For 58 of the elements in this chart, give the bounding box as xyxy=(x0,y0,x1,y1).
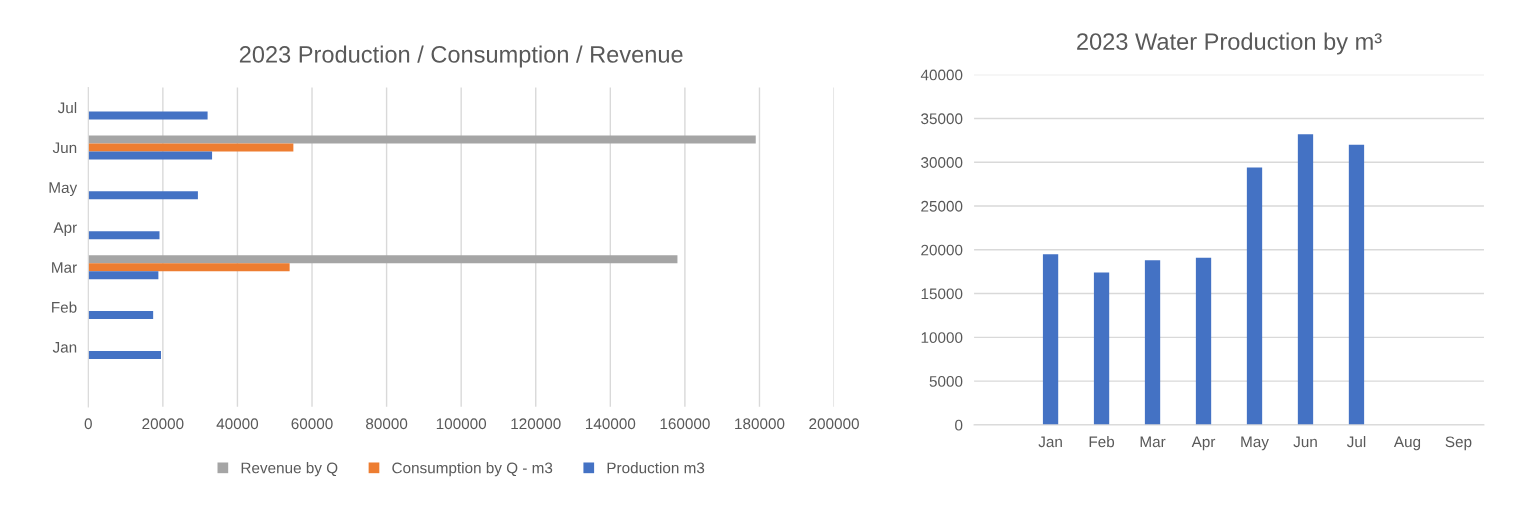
x-tick-label: Mar xyxy=(1140,436,1166,448)
x-tick-label: 140000 xyxy=(586,418,636,430)
bar xyxy=(1042,254,1059,425)
bar xyxy=(1093,272,1110,425)
bar xyxy=(88,231,160,240)
x-tick-label: 0 xyxy=(84,418,92,430)
bar xyxy=(88,143,294,152)
bar xyxy=(88,191,198,200)
x-tick-label: Jan xyxy=(1038,436,1062,448)
bar xyxy=(1297,134,1314,425)
x-tick-label: Apr xyxy=(1191,436,1216,451)
bar xyxy=(88,151,213,160)
y-tick-label: Jul xyxy=(57,101,77,114)
x-tick-label: 160000 xyxy=(660,418,710,430)
y-tick-label: Mar xyxy=(52,262,77,273)
bar xyxy=(88,350,161,359)
y-tick-label: May xyxy=(49,182,78,197)
x-tick-label: 120000 xyxy=(511,418,561,430)
bar xyxy=(88,311,154,320)
bar xyxy=(88,111,208,120)
x-tick-label: Sep xyxy=(1445,436,1472,451)
y-tick-label: 30000 xyxy=(921,157,963,168)
y-tick-label: Jun xyxy=(52,142,77,154)
x-tick-label: 80000 xyxy=(366,418,408,430)
bar xyxy=(1348,144,1365,425)
x-tick-label: 20000 xyxy=(142,418,184,430)
bar xyxy=(1246,167,1263,425)
y-tick-label: 20000 xyxy=(921,244,963,256)
bar xyxy=(88,255,678,264)
x-tick-label: May xyxy=(1241,436,1269,451)
bar xyxy=(1144,260,1161,425)
x-tick-label: 40000 xyxy=(216,418,259,430)
chart-title: 2023 Water Production by m³ xyxy=(1077,32,1382,55)
x-tick-label: 60000 xyxy=(291,418,333,430)
y-tick-label: 40000 xyxy=(920,69,963,81)
y-tick-label: Feb xyxy=(52,301,77,313)
bar xyxy=(88,271,159,280)
bar xyxy=(88,135,756,144)
legend-label: Consumption by Q - m3 xyxy=(392,462,553,477)
y-tick-label: 25000 xyxy=(921,200,963,212)
y-tick-label: 10000 xyxy=(921,332,963,344)
y-tick-label: 5000 xyxy=(929,375,963,387)
legend-label: Revenue by Q xyxy=(241,462,338,477)
x-tick-label: Feb xyxy=(1089,435,1115,448)
y-tick-label: Apr xyxy=(53,222,77,236)
chart-title: 2023 Production / Consumption / Revenue xyxy=(239,45,683,68)
bar xyxy=(1195,257,1212,425)
x-tick-label: 200000 xyxy=(809,418,859,430)
x-tick-label: 100000 xyxy=(436,418,487,430)
legend-label: Production m3 xyxy=(607,462,705,474)
x-tick-label: Jun xyxy=(1293,436,1317,448)
x-tick-label: Aug xyxy=(1393,436,1421,451)
y-tick-label: Jan xyxy=(52,342,77,353)
y-tick-label: 35000 xyxy=(921,113,963,125)
y-tick-label: 15000 xyxy=(921,288,963,300)
x-tick-label: 180000 xyxy=(735,418,785,430)
bar xyxy=(88,263,290,272)
x-tick-label: Jul xyxy=(1346,435,1366,448)
